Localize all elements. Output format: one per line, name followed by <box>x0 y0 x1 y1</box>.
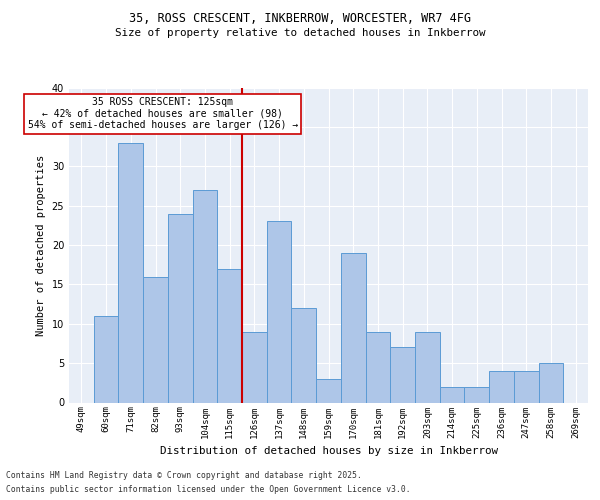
Bar <box>118 142 143 402</box>
Bar <box>440 387 464 402</box>
Text: Contains HM Land Registry data © Crown copyright and database right 2025.: Contains HM Land Registry data © Crown c… <box>6 470 362 480</box>
Bar <box>341 253 365 402</box>
Text: Size of property relative to detached houses in Inkberrow: Size of property relative to detached ho… <box>115 28 485 38</box>
Bar <box>316 379 341 402</box>
Bar <box>365 332 390 402</box>
Text: Contains public sector information licensed under the Open Government Licence v3: Contains public sector information licen… <box>6 486 410 494</box>
Text: 35, ROSS CRESCENT, INKBERROW, WORCESTER, WR7 4FG: 35, ROSS CRESCENT, INKBERROW, WORCESTER,… <box>129 12 471 26</box>
Bar <box>489 371 514 402</box>
Bar <box>539 363 563 403</box>
Bar <box>464 387 489 402</box>
Bar <box>217 268 242 402</box>
Y-axis label: Number of detached properties: Number of detached properties <box>36 154 46 336</box>
Bar <box>143 276 168 402</box>
Bar <box>267 222 292 402</box>
Bar <box>514 371 539 402</box>
Bar <box>94 316 118 402</box>
Bar <box>415 332 440 402</box>
Bar <box>292 308 316 402</box>
X-axis label: Distribution of detached houses by size in Inkberrow: Distribution of detached houses by size … <box>160 446 497 456</box>
Text: 35 ROSS CRESCENT: 125sqm
← 42% of detached houses are smaller (98)
54% of semi-d: 35 ROSS CRESCENT: 125sqm ← 42% of detach… <box>28 97 298 130</box>
Bar <box>390 348 415 403</box>
Bar <box>242 332 267 402</box>
Bar <box>168 214 193 402</box>
Bar <box>193 190 217 402</box>
